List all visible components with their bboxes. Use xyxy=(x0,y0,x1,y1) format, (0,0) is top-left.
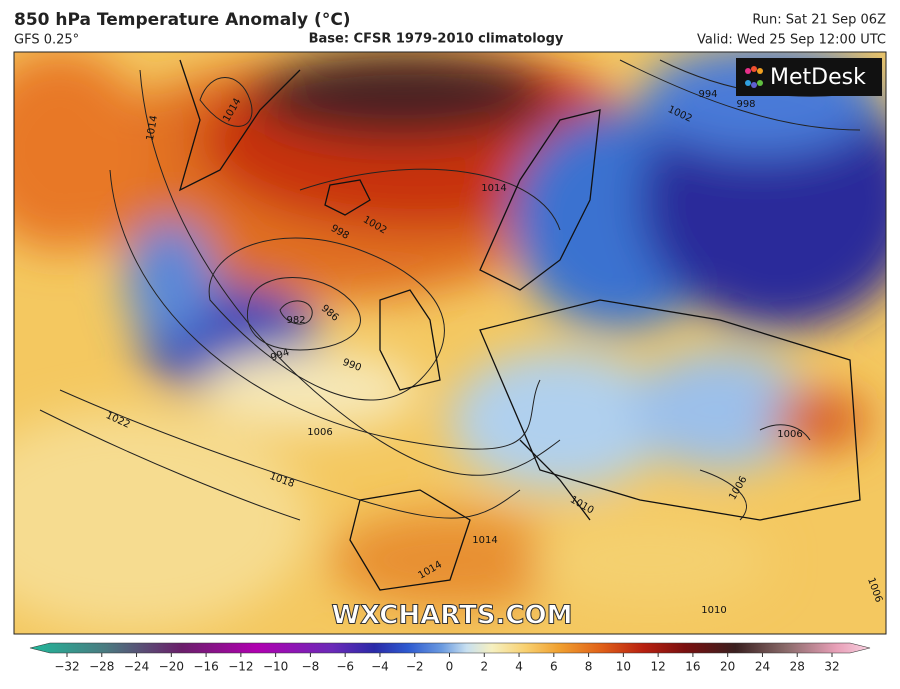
colorbar-label: −32 xyxy=(54,660,79,674)
colorbar-label: 28 xyxy=(790,660,805,674)
colorbar-label: −2 xyxy=(406,660,424,674)
map-field: 1014 1014 998 1002 1014 986 982 994 990 … xyxy=(14,52,886,634)
model: GFS 0.25° xyxy=(14,33,79,48)
title: 850 hPa Temperature Anomaly (°C) xyxy=(14,10,351,30)
run: Run: Sat 21 Sep 06Z xyxy=(752,13,886,28)
colorbar-label: 20 xyxy=(720,660,735,674)
isobar-label: 1006 xyxy=(307,427,332,438)
colorbar-label: 10 xyxy=(616,660,631,674)
colorbar-bar xyxy=(29,642,871,654)
colorbar-label: 32 xyxy=(824,660,839,674)
colorbar-label: −12 xyxy=(228,660,253,674)
isobar-label: 994 xyxy=(698,89,717,100)
isobar-label: 1014 xyxy=(145,115,160,142)
colorbar-label: −20 xyxy=(159,660,184,674)
colorbar-label: 12 xyxy=(650,660,665,674)
logo-box xyxy=(736,58,882,96)
colorbar-label: −16 xyxy=(193,660,218,674)
colorbar-label: −4 xyxy=(371,660,389,674)
colorbar-label: 8 xyxy=(585,660,593,674)
colorbar-label: 16 xyxy=(685,660,700,674)
isobar-label: 1006 xyxy=(777,429,802,440)
colorbar-label: −8 xyxy=(302,660,320,674)
colorbar: −32 −28 −24 −20 −16 −12 −10 −8 −6 −4 −2 0 2 4 6 8 10 12 16… xyxy=(29,642,871,674)
colorbar-label: −10 xyxy=(263,660,288,674)
map-frame xyxy=(13,51,887,635)
coastlines xyxy=(178,59,861,591)
isobar-label: 1014 xyxy=(472,535,497,546)
valid: Valid: Wed 25 Sep 12:00 UTC xyxy=(697,33,886,48)
colorbar-label: −28 xyxy=(89,660,114,674)
logo-text: MetDesk xyxy=(770,65,866,90)
colorbar-label: 4 xyxy=(515,660,523,674)
colorbar-label: 24 xyxy=(755,660,770,674)
colorbar-label: 2 xyxy=(480,660,488,674)
isobar-label: 982 xyxy=(286,315,305,326)
isobar-label: 1014 xyxy=(481,183,506,194)
logo-icon xyxy=(745,66,763,88)
watermark: WXCHARTS.COM xyxy=(331,601,572,631)
isobar-label: 1010 xyxy=(701,605,726,616)
colorbar-label: 0 xyxy=(446,660,454,674)
isobar-label: 998 xyxy=(736,99,755,110)
base: Base: CFSR 1979-2010 climatology xyxy=(309,32,564,47)
isobars xyxy=(39,59,861,521)
colorbar-label: −24 xyxy=(124,660,149,674)
colorbar-label: 6 xyxy=(550,660,558,674)
colorbar-label: −6 xyxy=(336,660,354,674)
